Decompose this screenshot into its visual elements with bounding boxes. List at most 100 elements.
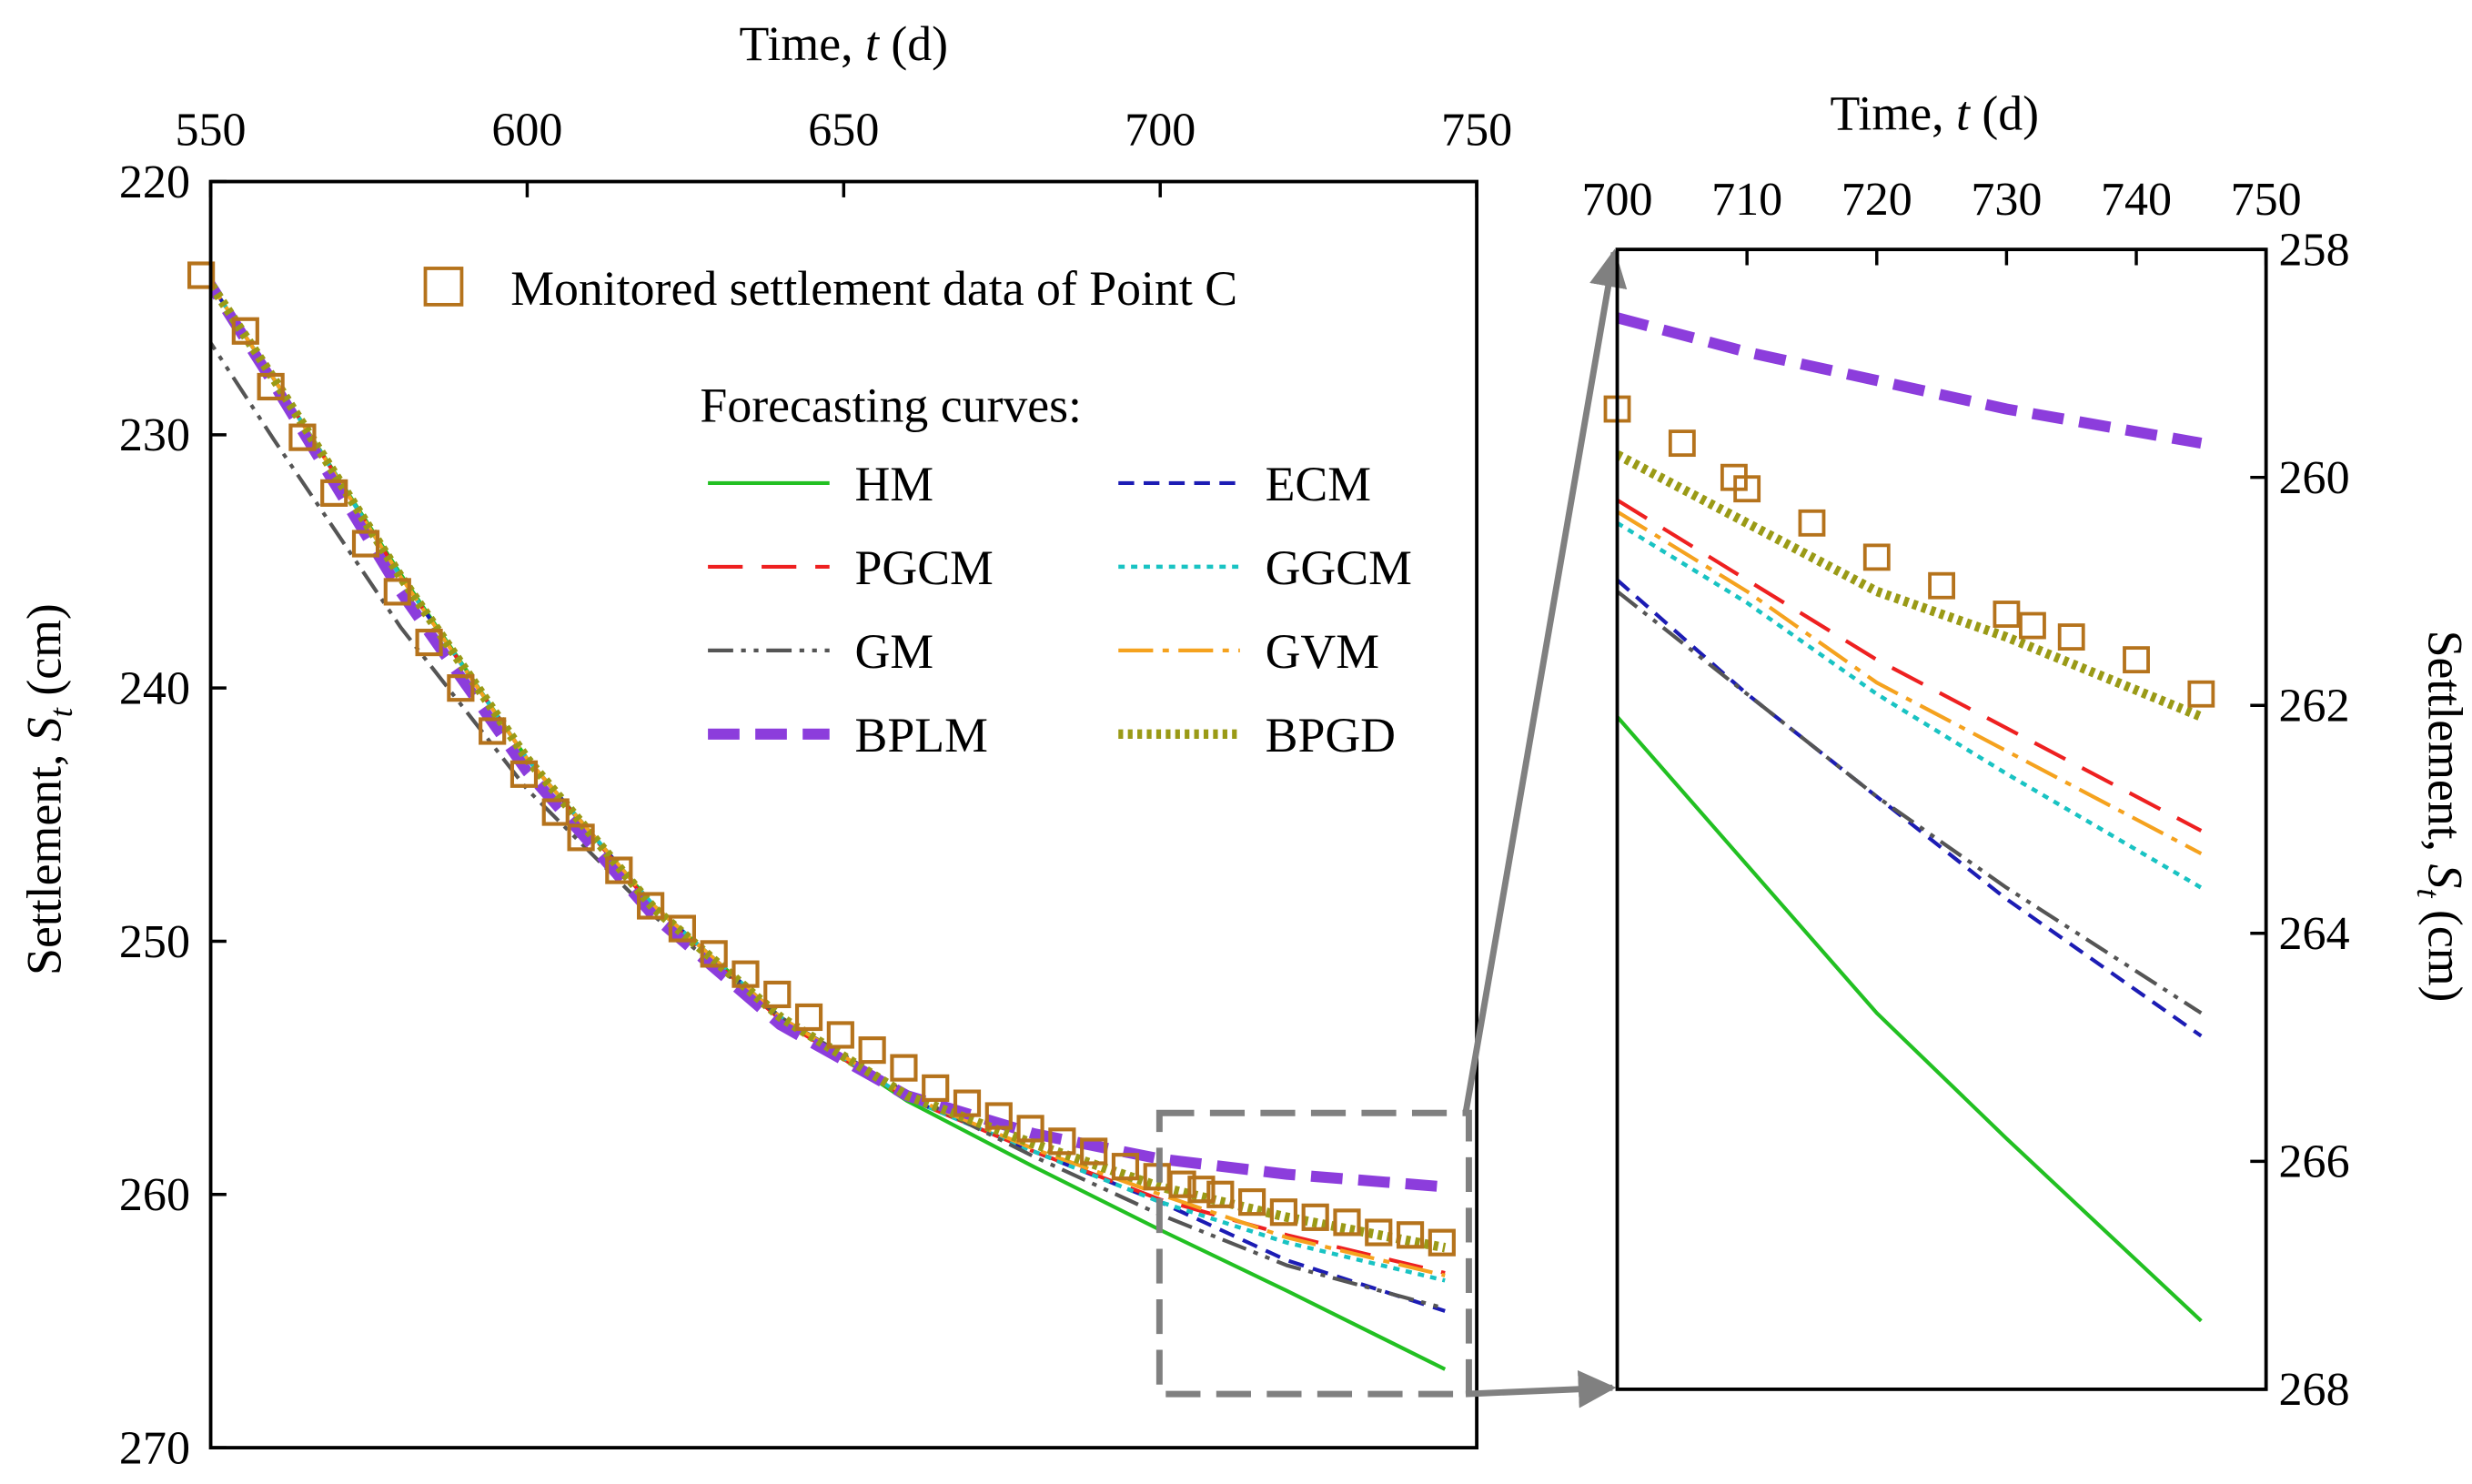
monitored-point [231,317,259,345]
legend-label-gm: GM [854,624,933,679]
monitored-point [257,372,285,401]
inset-series-line-hm [1617,715,2203,1323]
monitored-point [1206,1180,1235,1208]
main-x-tick-label: 650 [808,105,879,156]
main-chart: 550 600 650 700 750 220 230 240 250 260 270 Time,… [17,16,1512,1475]
legend-label-monitored: Monitored settlement data of Point C [510,261,1237,316]
monitored-point [541,798,570,826]
monitored-point [1428,1228,1456,1257]
monitored-point [732,960,760,988]
monitored-point [605,856,633,884]
monitored-point [984,1102,1013,1130]
main-x-ticks: 550 600 650 700 750 [176,105,1512,197]
inset-y-tick-label: 262 [2279,681,2350,732]
inset-y-axis-title: Settlement, St (cm) [2410,631,2472,1003]
inset-monitored-point [1928,571,1956,600]
monitored-point [700,940,728,968]
inset-series-line-ggcm [1617,520,2203,890]
monitored-point [1238,1188,1266,1216]
inset-x-axis-title: Time, t (d) [1831,86,2040,140]
legend-label-hm: HM [854,457,933,511]
inset-series-layer [1617,312,2204,1323]
monitored-point [187,261,216,289]
inset-monitored-point [2187,680,2215,708]
inset-chart: 700 710 720 730 740 750 258 260 262 264 266 268 Ti… [1581,86,2472,1416]
monitored-point [415,628,443,657]
legend: Monitored settlement data of Point C For… [423,261,1412,762]
monitored-point [794,1003,823,1032]
monitored-point [1365,1218,1393,1247]
inset-x-tick-label: 740 [2101,174,2172,226]
series-line-hm [210,280,1447,1371]
monitored-point [1111,1153,1140,1181]
legend-label-bpgd: BPGD [1266,708,1396,762]
monitored-point [1301,1203,1329,1231]
zoom-arrow-top [1462,248,1628,1114]
main-x-tick-label: 700 [1125,105,1196,156]
main-y-tick-label: 250 [119,916,190,968]
monitored-point [1187,1176,1216,1204]
inset-series-line-gvm [1617,510,2203,856]
main-y-tick-label: 240 [119,663,190,715]
main-markers-layer [187,261,1456,1257]
monitored-point [1016,1115,1044,1143]
monitored-point [1396,1221,1425,1249]
inset-monitored-point [2019,611,2046,640]
series-line-bplm [210,274,1446,1193]
zoom-region-box [1155,1109,1472,1398]
legend-label-gvm: GVM [1266,624,1379,679]
inset-y-tick-label: 268 [2279,1364,2350,1416]
monitored-point [637,892,665,920]
monitored-point [1269,1198,1297,1227]
monitored-point [447,674,475,702]
monitored-point [351,530,380,558]
inset-x-tick-label: 700 [1581,174,1652,226]
inset-x-tick-label: 710 [1711,174,1782,226]
monitored-point [1333,1208,1361,1237]
inset-monitored-point [1993,601,2021,628]
monitored-point [510,760,539,788]
monitored-point [668,914,696,943]
monitored-point [763,980,792,1009]
main-x-axis-title: Time, t (d) [740,16,949,71]
legend-label-bplm: BPLM [854,708,987,762]
inset-series-line-pgcm [1617,498,2203,833]
inset-x-tick-label: 720 [1841,174,1912,226]
inset-monitored-point [2123,646,2150,674]
main-x-tick-label: 550 [176,105,247,156]
main-plot-frame [208,179,1479,1450]
inset-y-tick-label: 258 [2279,224,2350,276]
inset-series-line-bplm [1617,312,2203,449]
main-y-axis-title: Settlement, St (cm) [17,603,79,975]
inset-x-tick-label: 730 [1971,174,2042,226]
main-y-tick-label: 270 [119,1422,190,1474]
main-y-ticks: 220 230 240 250 260 270 [119,156,227,1474]
inset-series-line-ecm [1617,578,2203,1038]
inset-y-tick-label: 266 [2279,1136,2350,1188]
monitored-point [567,823,595,852]
monitored-point [826,1021,854,1049]
inset-x-ticks: 700 710 720 730 740 750 [1581,174,2302,266]
monitored-point [953,1089,982,1117]
zoom-connectors [1462,248,1628,1408]
series-line-bpgd [210,276,1447,1253]
inset-monitored-point [1798,509,1826,537]
monitored-point [1048,1127,1076,1156]
monitored-point [1080,1137,1108,1166]
monitored-point [858,1036,886,1065]
legend-marker-monitored [423,267,464,307]
inset-monitored-point [1668,429,1696,458]
monitored-point [890,1054,918,1082]
inset-series-line-bpgd [1617,450,2204,722]
main-x-tick-label: 750 [1441,105,1512,156]
monitored-point [1168,1170,1196,1198]
inset-monitored-point [2057,623,2085,651]
inset-monitored-point [1733,475,1761,503]
legend-label-pgcm: PGCM [854,540,993,595]
inset-monitored-point [1862,543,1891,571]
inset-y-ticks: 258 260 262 264 266 268 [2250,224,2350,1416]
monitored-point [288,423,317,451]
main-series-layer [210,274,1447,1371]
legend-title: Forecasting curves: [700,378,1082,432]
